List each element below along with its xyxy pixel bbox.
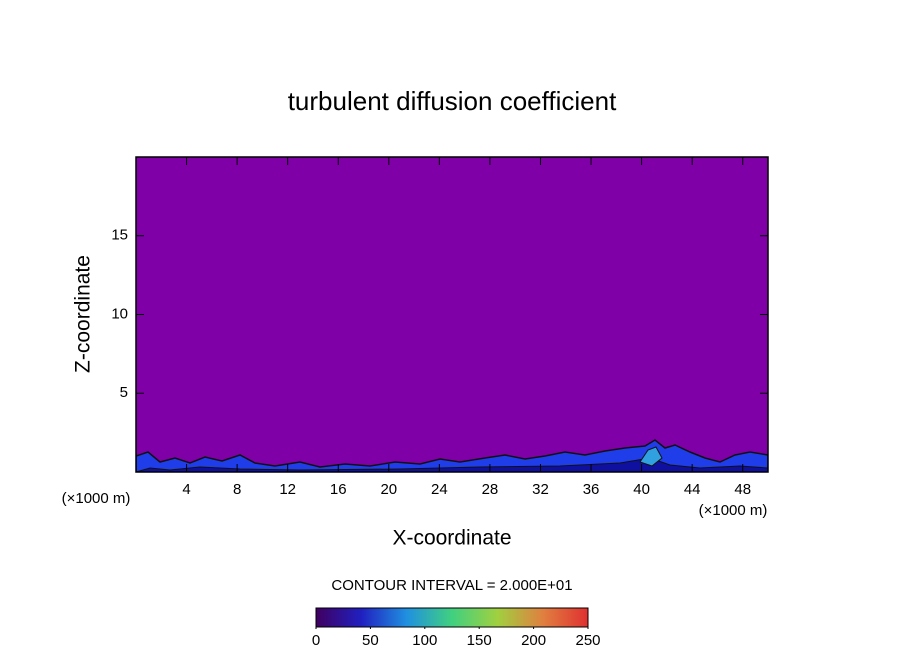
x-tick-label: 32 bbox=[532, 481, 549, 498]
x-unit-label: (×1000 m) bbox=[699, 502, 768, 519]
contour-band bbox=[136, 457, 768, 472]
contour-field bbox=[136, 157, 768, 472]
y-tick-label: 15 bbox=[111, 227, 128, 244]
x-tick-label: 48 bbox=[734, 481, 751, 498]
colorbar-tick-label: 200 bbox=[521, 632, 546, 649]
colorbar-tick-label: 250 bbox=[575, 632, 600, 649]
x-tick-label: 20 bbox=[380, 481, 397, 498]
y-axis-title: Z-coordinate bbox=[72, 255, 95, 373]
chart-title: turbulent diffusion coefficient bbox=[288, 86, 617, 116]
surface-layer bbox=[136, 439, 768, 472]
colorbar-tick-label: 150 bbox=[467, 632, 492, 649]
colorbar-tick-label: 0 bbox=[312, 632, 320, 649]
y-tick-label: 10 bbox=[111, 305, 128, 322]
x-tick-label: 8 bbox=[233, 481, 241, 498]
contour-interval: CONTOUR INTERVAL = 2.000E+01 bbox=[331, 577, 572, 594]
x-tick-label: 44 bbox=[684, 481, 701, 498]
x-tick-label: 24 bbox=[431, 481, 448, 498]
x-tick-label: 4 bbox=[182, 481, 190, 498]
colorbar bbox=[315, 607, 589, 628]
colorbar-tick-label: 100 bbox=[412, 632, 437, 649]
x-tick-label: 28 bbox=[482, 481, 499, 498]
x-tick-label: 40 bbox=[633, 481, 650, 498]
y-tick-label: 5 bbox=[120, 384, 128, 401]
x-tick-label: 36 bbox=[583, 481, 600, 498]
y-unit-label: (×1000 m) bbox=[62, 490, 131, 507]
x-axis-title: X-coordinate bbox=[392, 527, 511, 550]
x-tick-label: 16 bbox=[330, 481, 347, 498]
contour-band bbox=[639, 446, 663, 467]
x-tick-label: 12 bbox=[279, 481, 296, 498]
colorbar-tick-label: 50 bbox=[362, 632, 379, 649]
